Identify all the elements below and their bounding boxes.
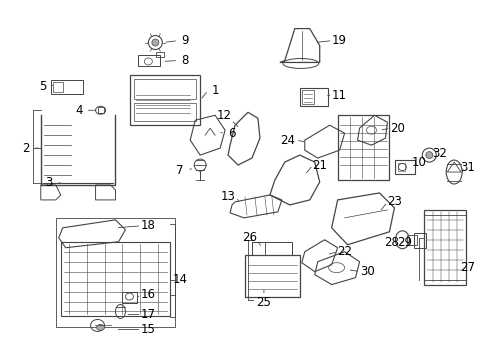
Text: 20: 20	[389, 122, 404, 135]
Bar	[53, 82, 62, 92]
Text: 22: 22	[336, 245, 351, 258]
Text: 24: 24	[280, 134, 295, 147]
Text: 27: 27	[459, 261, 474, 274]
Text: 25: 25	[256, 296, 271, 309]
Text: 23: 23	[386, 195, 401, 208]
Bar	[301, 90, 313, 104]
Text: 1: 1	[211, 84, 219, 97]
Text: 31: 31	[459, 161, 474, 174]
Text: 14: 14	[172, 273, 187, 286]
Text: 4: 4	[75, 104, 82, 117]
Text: 5: 5	[39, 80, 46, 93]
Bar	[98, 107, 103, 113]
Bar	[407, 235, 416, 245]
Ellipse shape	[425, 152, 432, 159]
Bar	[134, 80, 196, 99]
Text: 30: 30	[360, 265, 374, 278]
Text: 6: 6	[228, 127, 235, 140]
Bar	[424, 210, 465, 285]
Bar	[122, 292, 137, 302]
Text: 11: 11	[331, 89, 346, 102]
Bar	[51, 80, 82, 94]
Text: 32: 32	[431, 147, 446, 159]
Text: 10: 10	[411, 156, 426, 168]
Text: 16: 16	[141, 288, 156, 301]
Ellipse shape	[152, 39, 159, 46]
Bar	[156, 53, 164, 58]
Text: 29: 29	[396, 236, 411, 249]
Bar	[244, 255, 299, 297]
Text: 15: 15	[141, 323, 156, 336]
Bar	[299, 88, 327, 106]
Text: 2: 2	[22, 141, 30, 155]
Text: 26: 26	[242, 231, 257, 244]
Text: 19: 19	[331, 34, 346, 47]
Text: 3: 3	[45, 176, 52, 189]
Text: 7: 7	[176, 163, 183, 176]
Text: 17: 17	[141, 308, 156, 321]
Text: 13: 13	[220, 190, 235, 203]
Ellipse shape	[96, 324, 104, 330]
Bar	[398, 163, 405, 171]
Bar	[56, 218, 175, 328]
Text: 12: 12	[216, 109, 231, 122]
Text: 18: 18	[141, 219, 156, 232]
Bar	[138, 55, 160, 67]
Text: 21: 21	[311, 158, 326, 172]
Text: 9: 9	[181, 34, 188, 47]
Bar	[337, 115, 388, 180]
Bar	[413, 233, 426, 248]
Bar	[395, 160, 414, 174]
Bar	[61, 242, 170, 316]
Text: 8: 8	[181, 54, 188, 67]
Bar	[134, 103, 196, 121]
Bar	[130, 75, 200, 125]
Text: 28: 28	[383, 236, 398, 249]
Bar	[251, 242, 291, 255]
